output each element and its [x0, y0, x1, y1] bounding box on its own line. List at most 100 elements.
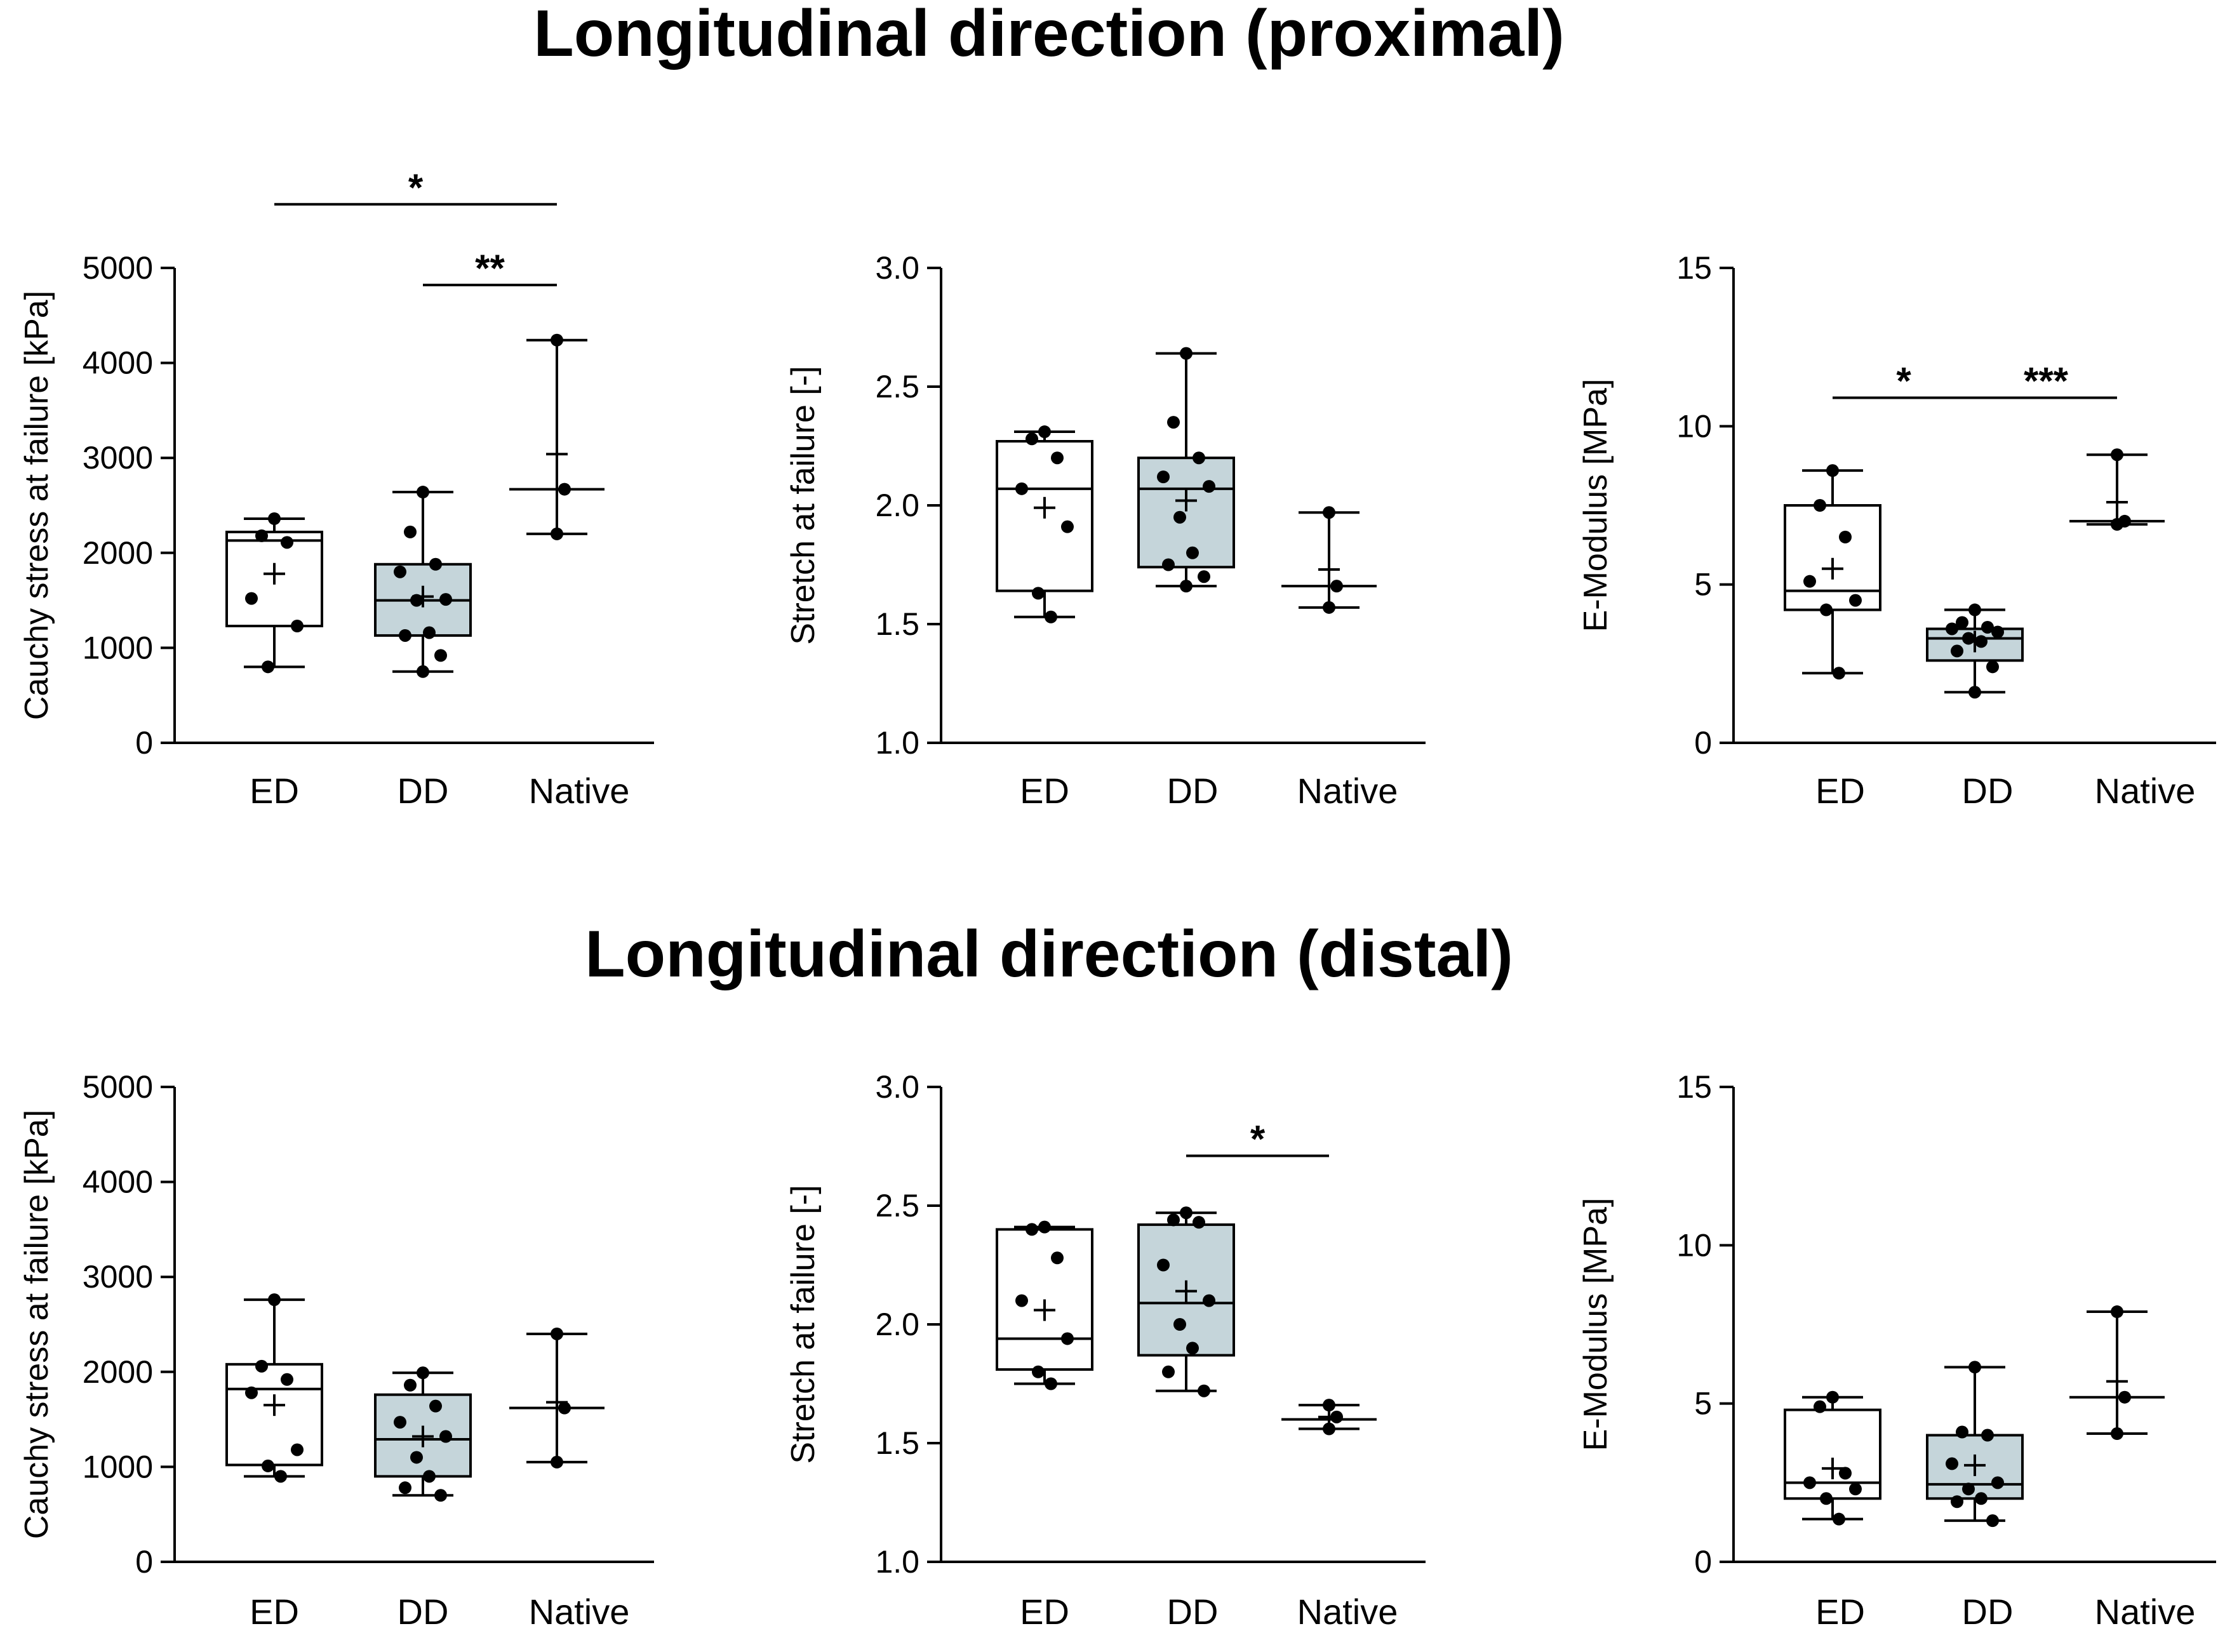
data-point — [1162, 558, 1175, 571]
data-point — [1173, 1318, 1186, 1331]
data-point — [1167, 416, 1180, 429]
panel-1: 0 1000 2000 3000 4000 5000 Cauchy stress at fa… — [18, 166, 654, 811]
data-point — [1323, 506, 1335, 519]
data-point — [429, 1399, 442, 1413]
data-point — [1032, 1365, 1045, 1378]
data-point — [1849, 594, 1862, 607]
data-point — [1061, 1332, 1074, 1345]
data-point — [1968, 1361, 1981, 1374]
data-point — [1203, 1294, 1215, 1307]
group-dd — [1137, 1206, 1235, 1397]
data-point — [423, 1470, 436, 1483]
group-ed — [1784, 1390, 1881, 1526]
data-point — [1951, 644, 1963, 658]
data-point — [404, 1378, 417, 1392]
data-point — [1981, 1429, 1994, 1442]
data-point — [1820, 1492, 1833, 1505]
data-point — [417, 665, 429, 678]
data-point — [417, 1366, 429, 1380]
data-point — [245, 1386, 258, 1399]
data-point — [1826, 464, 1839, 477]
panel-2: 1.0 1.5 2.0 2.5 3.0 Stretch at failure [-] ED D… — [785, 250, 1426, 811]
category-label: DD — [1962, 771, 2014, 811]
group-native — [1281, 1399, 1377, 1436]
y-tick-label: 0 — [135, 1544, 153, 1580]
data-point — [1803, 575, 1816, 588]
data-point — [1193, 1216, 1205, 1229]
data-point — [1323, 601, 1335, 614]
y-tick-label: 3000 — [83, 440, 153, 476]
data-point — [439, 593, 452, 606]
data-point — [394, 565, 406, 578]
panel-6: 0 5 10 15 E-Modulus [MPa] ED DD Native — [1577, 1069, 2216, 1632]
data-point — [281, 1373, 293, 1386]
y-axis-label: Cauchy stress at failure [kPa] — [18, 291, 55, 720]
category-label: ED — [1020, 771, 1069, 811]
data-point — [1986, 1514, 1999, 1528]
data-point — [1203, 480, 1215, 493]
y-tick-label: 3000 — [83, 1259, 153, 1295]
category-label: Native — [1297, 771, 1398, 811]
y-tick-label: 3.0 — [875, 250, 919, 286]
data-point — [1968, 603, 1981, 616]
data-point — [1015, 482, 1028, 495]
y-tick-label: 10 — [1676, 1227, 1712, 1263]
data-point — [1826, 1390, 1839, 1404]
box-iqr — [1137, 456, 1235, 569]
data-point — [399, 1481, 411, 1495]
data-point — [410, 1451, 423, 1464]
data-point — [1956, 1425, 1968, 1439]
data-point — [1045, 610, 1057, 623]
group-dd — [1926, 603, 2024, 699]
data-point — [281, 536, 293, 549]
data-point — [2111, 1305, 2123, 1319]
data-point — [1849, 1482, 1862, 1496]
data-point — [262, 1459, 274, 1472]
data-point — [551, 1327, 563, 1340]
significance-label: ** — [475, 247, 505, 290]
category-label: ED — [1020, 1592, 1069, 1632]
group-native — [509, 1327, 605, 1469]
y-tick-label: 4000 — [83, 345, 153, 381]
data-point — [2111, 448, 2123, 462]
data-point — [1946, 622, 1958, 636]
y-tick-label: 1000 — [83, 630, 153, 665]
category-label: DD — [1167, 771, 1219, 811]
group-dd — [374, 486, 472, 678]
data-point — [262, 660, 274, 674]
y-axis-label: Stretch at failure [-] — [785, 366, 822, 644]
data-point — [551, 527, 563, 540]
y-tick-label: 0 — [1694, 725, 1712, 761]
data-point — [1962, 632, 1975, 645]
y-tick-label: 1.0 — [875, 725, 919, 761]
group-native — [2069, 448, 2165, 531]
category-label: Native — [2095, 1592, 2196, 1632]
category-label: DD — [1962, 1592, 2014, 1632]
data-point — [1323, 1422, 1335, 1436]
data-point — [1803, 1476, 1816, 1489]
data-point — [1015, 1294, 1028, 1307]
y-tick-label: 1.0 — [875, 1544, 919, 1580]
y-tick-label: 0 — [135, 725, 153, 761]
box-iqr — [996, 1228, 1093, 1371]
data-point — [268, 512, 281, 525]
y-tick-label: 4000 — [83, 1164, 153, 1200]
y-tick-label: 2000 — [83, 535, 153, 571]
significance-label: *** — [2024, 359, 2069, 402]
data-point — [551, 333, 563, 347]
y-tick-label: 2000 — [83, 1354, 153, 1390]
data-point — [1038, 1220, 1051, 1234]
group-ed — [1784, 464, 1881, 680]
data-point — [1833, 1512, 1845, 1526]
data-point — [1173, 510, 1186, 524]
y-tick-label: 5 — [1694, 567, 1712, 603]
category-label: ED — [250, 1592, 299, 1632]
category-label: ED — [1815, 1592, 1865, 1632]
data-point — [1951, 1495, 1963, 1509]
data-point — [1026, 1223, 1038, 1236]
data-point — [1186, 546, 1199, 559]
group-dd — [374, 1366, 472, 1502]
category-label: ED — [250, 771, 299, 811]
